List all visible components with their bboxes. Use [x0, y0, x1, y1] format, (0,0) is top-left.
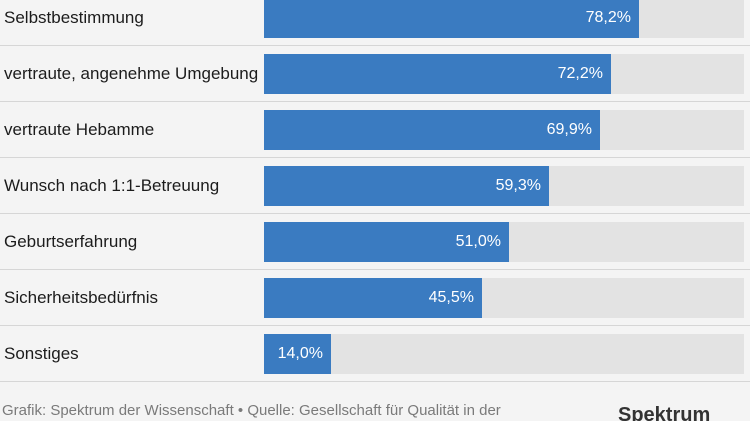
bar-row: Wunsch nach 1:1-Betreuung 59,3% [0, 166, 750, 222]
bar-row: vertraute Hebamme 69,9% [0, 110, 750, 166]
bar-track [264, 334, 744, 374]
bar [264, 54, 611, 94]
value-label: 72,2% [557, 65, 603, 82]
bar-row: Sonstiges 14,0% [0, 334, 750, 390]
source-credit: Grafik: Spektrum der Wissenschaft • Quel… [2, 402, 501, 419]
brand-logo: Spektrum [618, 404, 711, 421]
bar [264, 110, 600, 150]
row-divider [0, 101, 750, 102]
category-label: Sonstiges [4, 344, 79, 363]
bar [264, 222, 509, 262]
category-label: Geburtserfahrung [4, 232, 138, 251]
bar [264, 0, 639, 38]
category-label: Wunsch nach 1:1-Betreuung [4, 176, 220, 195]
row-divider [0, 269, 750, 270]
category-label: Selbstbestimmung [4, 8, 144, 27]
value-label: 78,2% [585, 9, 631, 26]
bar-row: vertraute, angenehme Umgebung 72,2% [0, 54, 750, 110]
row-divider [0, 381, 750, 382]
row-divider [0, 157, 750, 158]
bar [264, 334, 331, 374]
bar-row: Geburtserfahrung 51,0% [0, 222, 750, 278]
value-label: 51,0% [455, 233, 501, 250]
bar [264, 166, 549, 206]
bar-row: Selbstbestimmung 78,2% [0, 0, 750, 54]
row-divider [0, 45, 750, 46]
value-label: 69,9% [546, 121, 592, 138]
category-label: vertraute, angenehme Umgebung [4, 64, 259, 83]
bar [264, 278, 482, 318]
row-divider [0, 213, 750, 214]
value-label: 59,3% [495, 177, 541, 194]
category-label: vertraute Hebamme [4, 120, 155, 139]
value-label: 45,5% [428, 289, 474, 306]
bar-row: Sicherheitsbedürfnis 45,5% [0, 278, 750, 334]
category-label: Sicherheitsbedürfnis [4, 288, 159, 307]
value-label: 14,0% [277, 345, 323, 362]
row-divider [0, 325, 750, 326]
